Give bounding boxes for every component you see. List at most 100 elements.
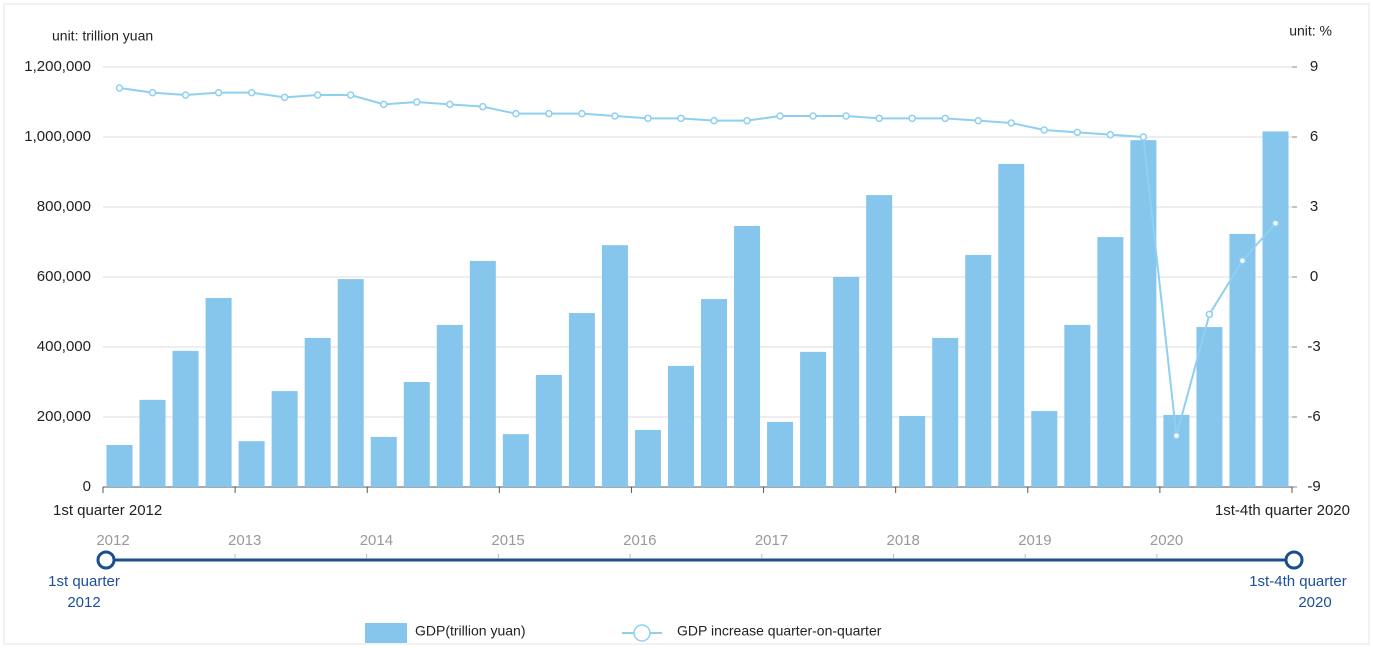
x-tick-label: 1st-4th quarter 2020 [1215,502,1350,519]
bar [205,298,232,487]
line-point [214,88,223,97]
bar [535,375,562,487]
bar [238,441,265,487]
line-point [1172,431,1181,440]
y2-tick-label: 0 [1310,268,1318,285]
y-tick-label: 1,200,000 [24,58,91,75]
bar [304,337,331,487]
line-point [743,116,751,125]
line-point [941,114,949,123]
line-point [148,88,157,97]
line-point [611,112,619,120]
y2-unit-label: unit: % [1289,23,1332,39]
line-point [974,116,982,125]
line-point [115,84,124,92]
line-point [1106,130,1115,139]
line-point [644,114,652,123]
line-point [181,91,190,99]
line-point [1271,219,1280,228]
bar [172,350,199,487]
y-unit-label: unit: trillion yuan [52,28,153,44]
y-tick-label: 800,000 [37,198,91,215]
bar [106,445,133,487]
y-tick-label: 600,000 [37,268,91,285]
timeline-year: 2016 [623,532,656,549]
y-tick-label: 400,000 [37,338,91,355]
bar [469,260,496,487]
bar [701,299,728,487]
y2-tick-label: 9 [1310,58,1318,75]
timeline-start-label: 1st quarter [48,573,120,590]
bar [833,277,860,487]
y-tick-label: 200,000 [37,408,91,425]
bar [1229,233,1256,487]
line-point [578,109,586,118]
bar [767,421,794,487]
line-point [710,116,718,125]
line-point [413,98,421,106]
bar [436,324,463,487]
timeline-start-label: 2012 [67,594,100,611]
line-point [809,112,817,120]
bar [800,351,827,487]
line-point [280,93,289,102]
bar [899,415,926,487]
y2-tick-label: -3 [1307,338,1320,355]
timeline-year: 2017 [755,532,788,549]
timeline-end-label: 2020 [1298,594,1331,611]
bar [139,399,166,487]
line-point [545,109,553,118]
bar [1064,324,1091,487]
legend-label: GDP increase quarter-on-quarter [677,623,882,639]
line-point [479,102,487,111]
timeline-year: 2014 [360,532,393,549]
line-point [776,112,784,120]
line-point [842,112,850,120]
bar [932,337,959,487]
line-point [908,114,916,123]
line-point [313,91,322,99]
line-point [1073,128,1082,137]
legend-label: GDP(trillion yuan) [415,623,525,639]
y2-tick-label: 3 [1310,198,1318,215]
line-point [346,91,355,99]
bar [337,279,364,487]
y2-tick-label: -6 [1307,408,1320,425]
bar [601,245,628,487]
y-tick-label: 1,000,000 [24,128,91,145]
line-point [1007,119,1016,127]
bar [734,225,761,487]
line [119,87,1277,436]
line-point [677,114,685,123]
timeline-year: 2013 [228,532,261,549]
timeline-year: 2019 [1018,532,1051,549]
bar [1262,131,1289,487]
legend-swatch [633,624,651,642]
bar [634,429,661,487]
line-point [379,100,388,109]
y-tick-label: 0 [83,478,91,495]
timeline-year: 2020 [1150,532,1183,549]
line-point [1238,256,1247,265]
bar [667,365,694,487]
timeline-year: 2012 [96,532,129,549]
bar [568,313,595,487]
y2-tick-label: -9 [1307,478,1320,495]
line-point [446,100,454,109]
x-tick-label: 1st quarter 2012 [53,502,162,519]
bar [998,163,1025,487]
bar [403,382,430,487]
line-point [247,88,256,97]
bar [1097,237,1124,487]
timeline-end-label: 1st-4th quarter [1249,573,1347,590]
timeline-year: 2018 [887,532,920,549]
line-point [1205,310,1214,319]
timeline-handle[interactable] [96,550,116,570]
timeline-handle[interactable] [1284,550,1304,570]
bar [965,254,992,487]
bar [271,391,298,487]
bar [1196,327,1223,487]
y2-tick-label: 6 [1310,128,1318,145]
bar [866,195,893,487]
